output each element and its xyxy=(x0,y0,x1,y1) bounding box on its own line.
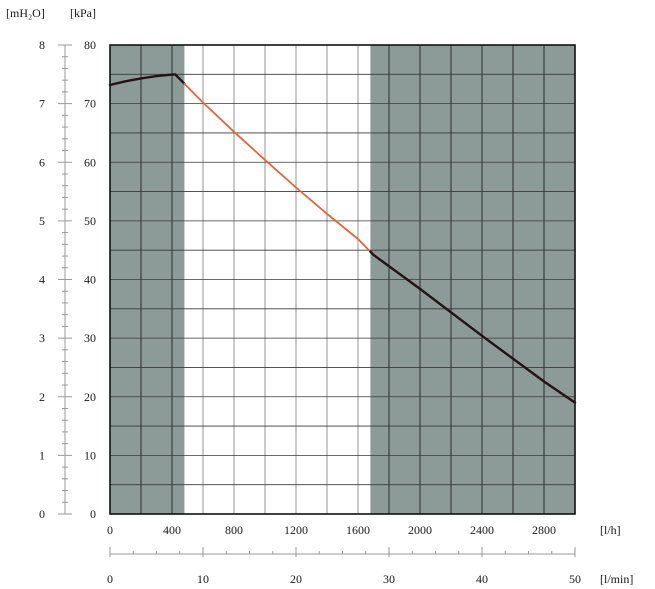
lh-tick-label: 2800 xyxy=(532,523,556,537)
mh2o-tick-label: 1 xyxy=(39,448,45,462)
mh2o-tick-label: 8 xyxy=(39,38,45,52)
mh2o-tick-label: 0 xyxy=(39,507,45,521)
kpa-tick-label: 20 xyxy=(84,390,96,404)
mh2o-tick-label: 5 xyxy=(39,214,45,228)
lh-tick-label: 800 xyxy=(225,523,243,537)
lmin-tick-label: 10 xyxy=(197,572,209,586)
lmin-tick-label: 0 xyxy=(107,572,113,586)
lmin-unit-label: [l/min] xyxy=(600,572,633,586)
plot-frame xyxy=(109,44,576,515)
curve-segment-1 xyxy=(183,82,372,253)
lh-tick-label: 0 xyxy=(107,523,113,537)
curve-segment-2 xyxy=(369,250,577,404)
lmin-tick-label: 50 xyxy=(569,572,581,586)
kpa-tick-label: 70 xyxy=(84,97,96,111)
kpa-tick-label: 0 xyxy=(90,507,96,521)
kpa-unit-label: [kPa] xyxy=(70,6,96,20)
mh2o-tick-label: 7 xyxy=(39,97,45,111)
lh-tick-label: 2400 xyxy=(470,523,494,537)
kpa-tick-label: 30 xyxy=(84,331,96,345)
lh-tick-label: 400 xyxy=(163,523,181,537)
lh-tick-label: 1600 xyxy=(346,523,370,537)
curve-segment-0 xyxy=(108,73,186,87)
kpa-tick-label: 10 xyxy=(84,448,96,462)
mh2o-tick-label: 4 xyxy=(39,273,45,287)
mh2o-tick-label: 6 xyxy=(39,155,45,169)
lh-unit-label: [l/h] xyxy=(600,523,621,537)
lh-tick-label: 2000 xyxy=(408,523,432,537)
lmin-tick-label: 40 xyxy=(476,572,488,586)
mh2o-unit-label: [mH₂O] xyxy=(6,6,45,20)
lh-tick-label: 1200 xyxy=(284,523,308,537)
kpa-tick-label: 40 xyxy=(84,273,96,287)
lmin-tick-label: 30 xyxy=(383,572,395,586)
kpa-tick-label: 80 xyxy=(84,38,96,52)
mh2o-tick-label: 2 xyxy=(39,390,45,404)
kpa-tick-label: 50 xyxy=(84,214,96,228)
mh2o-tick-label: 3 xyxy=(39,331,45,345)
lmin-tick-label: 20 xyxy=(290,572,302,586)
kpa-tick-label: 60 xyxy=(84,155,96,169)
